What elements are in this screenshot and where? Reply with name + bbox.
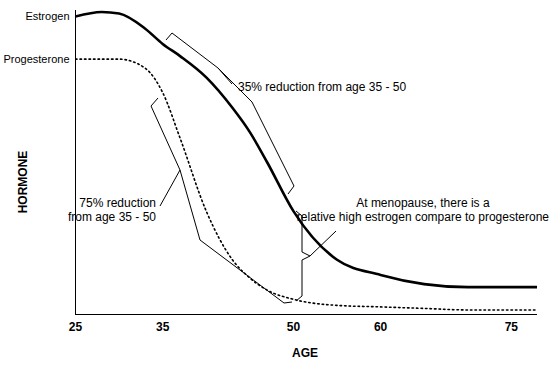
html-text:AGE: AGE <box>292 346 318 360</box>
html-text:At menopause, there is a relat: At menopause, there is a relative high e… <box>296 196 549 224</box>
html-text:75% reduction from age 35 - 50: 75% reduction from age 35 - 50 <box>67 196 156 224</box>
svg-text:35: 35 <box>156 320 170 334</box>
html-text:HORMONE: HORMONE <box>16 150 31 214</box>
svg-text:60: 60 <box>374 320 388 334</box>
svg-text:75: 75 <box>505 320 519 334</box>
html-text:35% reduction from age 35 - 50: 35% reduction from age 35 - 50 <box>238 80 407 94</box>
svg-text:Estrogen: Estrogen <box>25 10 69 22</box>
svg-text:25: 25 <box>69 320 83 334</box>
svg-text:50: 50 <box>287 320 301 334</box>
svg-text:Progesterone: Progesterone <box>3 53 69 65</box>
